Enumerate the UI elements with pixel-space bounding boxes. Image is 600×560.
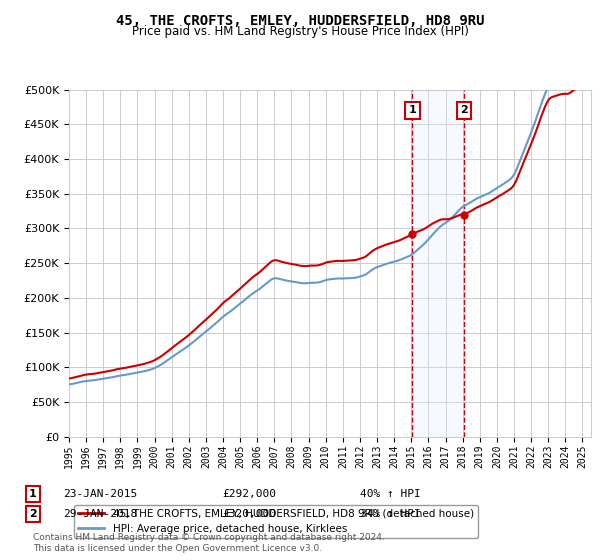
Text: Contains HM Land Registry data © Crown copyright and database right 2024.
This d: Contains HM Land Registry data © Crown c… bbox=[33, 533, 385, 553]
Text: 1: 1 bbox=[409, 105, 416, 115]
Text: 2: 2 bbox=[460, 105, 468, 115]
Bar bbox=[412, 90, 464, 437]
Text: 45, THE CROFTS, EMLEY, HUDDERSFIELD, HD8 9RU: 45, THE CROFTS, EMLEY, HUDDERSFIELD, HD8… bbox=[116, 14, 484, 28]
Text: £292,000: £292,000 bbox=[222, 489, 276, 499]
Text: 23-JAN-2015: 23-JAN-2015 bbox=[63, 489, 137, 499]
Text: £320,000: £320,000 bbox=[222, 509, 276, 519]
Text: 2: 2 bbox=[29, 509, 37, 519]
Text: 40% ↑ HPI: 40% ↑ HPI bbox=[360, 489, 421, 499]
Legend: 45, THE CROFTS, EMLEY, HUDDERSFIELD, HD8 9RU (detached house), HPI: Average pric: 45, THE CROFTS, EMLEY, HUDDERSFIELD, HD8… bbox=[74, 505, 478, 538]
Text: Price paid vs. HM Land Registry's House Price Index (HPI): Price paid vs. HM Land Registry's House … bbox=[131, 25, 469, 38]
Text: 34% ↑ HPI: 34% ↑ HPI bbox=[360, 509, 421, 519]
Text: 29-JAN-2018: 29-JAN-2018 bbox=[63, 509, 137, 519]
Text: 1: 1 bbox=[29, 489, 37, 499]
